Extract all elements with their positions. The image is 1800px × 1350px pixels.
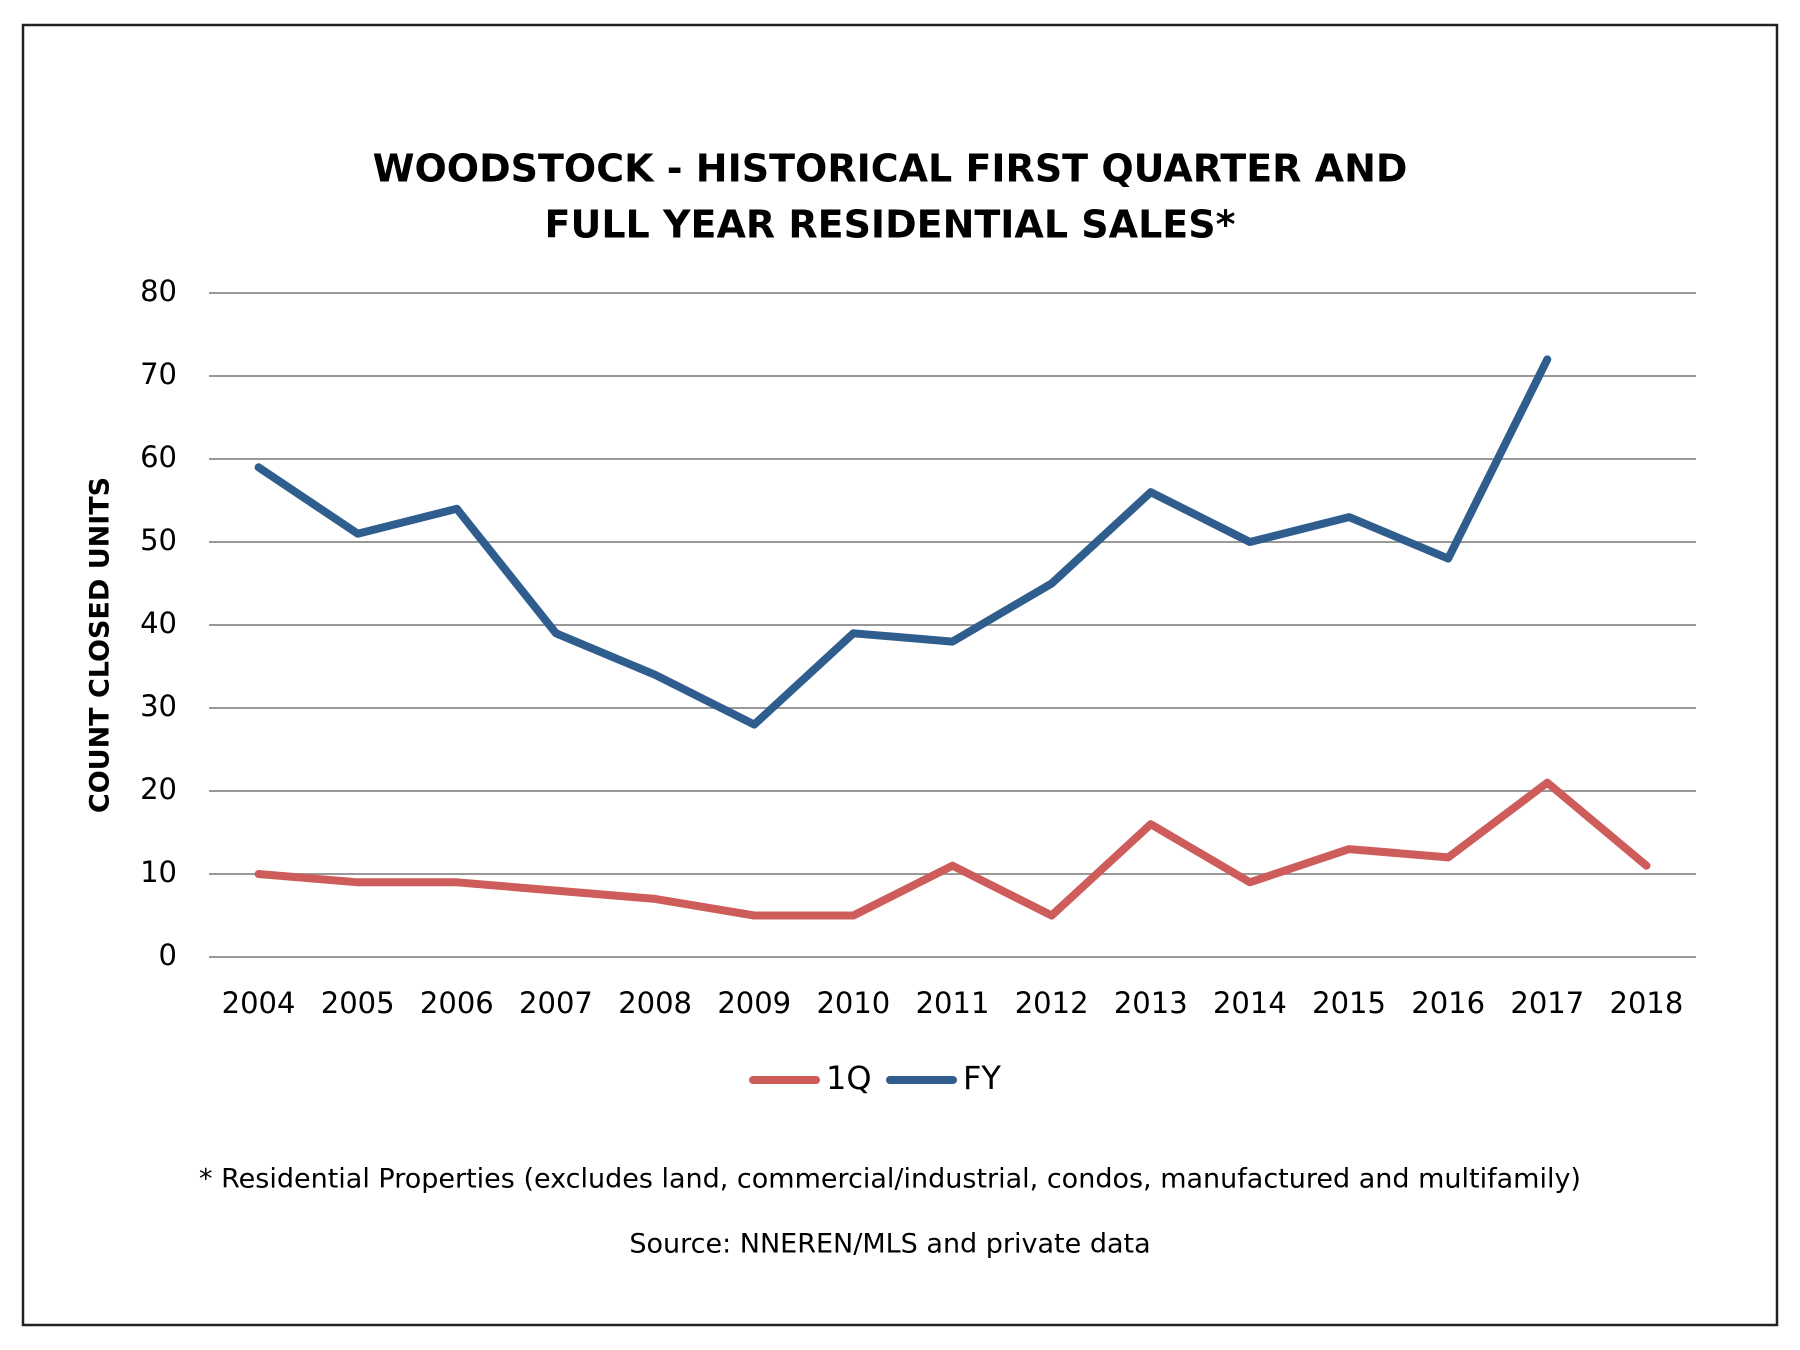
x-tick-label: 2009 <box>717 986 791 1020</box>
y-tick-label: 50 <box>140 523 177 557</box>
x-tick-label: 2011 <box>916 986 990 1020</box>
x-tick-label: 2008 <box>618 986 692 1020</box>
x-tick-label: 2006 <box>420 986 494 1020</box>
x-tick-label: 2007 <box>519 986 593 1020</box>
y-tick-label: 80 <box>140 274 177 308</box>
y-tick-label: 60 <box>140 440 177 474</box>
y-axis-label: COUNT CLOSED UNITS <box>85 477 116 813</box>
source-note: Source: NNEREN/MLS and private data <box>629 1229 1150 1260</box>
y-tick-label: 10 <box>140 855 177 889</box>
x-tick-label: 2014 <box>1213 986 1287 1020</box>
legend-label: FY <box>963 1059 1001 1097</box>
chart-title: FULL YEAR RESIDENTIAL SALES* <box>545 203 1236 247</box>
x-tick-label: 2012 <box>1015 986 1089 1020</box>
series-line <box>254 355 1552 729</box>
y-tick-label: 30 <box>140 689 177 723</box>
frame <box>21 23 1779 1327</box>
y-tick-label: 20 <box>140 772 177 806</box>
y-tick-label: 40 <box>140 606 177 640</box>
x-tick-label: 2017 <box>1510 986 1584 1020</box>
x-tick-label: 2015 <box>1312 986 1386 1020</box>
series-line <box>254 778 1651 920</box>
y-tick-label: 70 <box>140 357 177 391</box>
chart-title: WOODSTOCK - HISTORICAL FIRST QUARTER AND <box>373 147 1408 191</box>
y-tick-label: 0 <box>159 938 177 972</box>
x-tick-label: 2010 <box>816 986 890 1020</box>
x-tick-label: 2016 <box>1411 986 1485 1020</box>
x-tick-label: 2004 <box>222 986 296 1020</box>
footnote: * Residential Properties (excludes land,… <box>199 1164 1581 1195</box>
x-tick-label: 2013 <box>1114 986 1188 1020</box>
x-tick-label: 2018 <box>1610 986 1684 1020</box>
legend-label: 1Q <box>826 1059 872 1097</box>
x-tick-label: 2005 <box>321 986 395 1020</box>
